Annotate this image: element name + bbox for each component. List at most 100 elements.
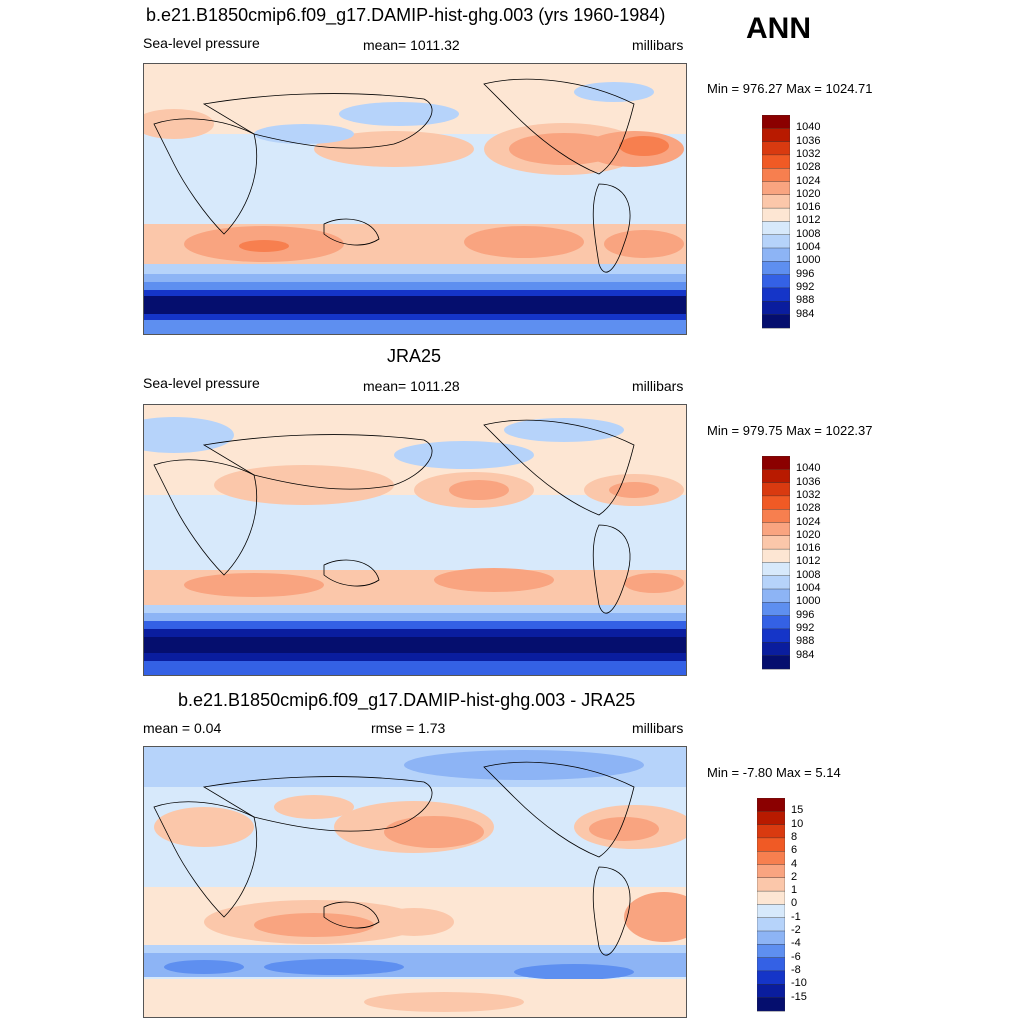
colorbar-swatch xyxy=(756,983,786,998)
panel-2-colorbar: 1040 1036 1032 1028 1024 1020 1016 1012 1008 1004… xyxy=(761,455,842,670)
colorbar-swatch xyxy=(761,247,791,262)
colorbar-swatch xyxy=(761,602,791,617)
colorbar-swatch xyxy=(761,128,791,143)
panel-3-title: b.e21.B1850cmip6.f09_g17.DAMIP-hist-ghg.… xyxy=(178,690,636,710)
panel-1-map xyxy=(143,63,687,335)
colorbar-tick-label: 1028 xyxy=(796,161,821,174)
colorbar-tick-label: 996 xyxy=(796,608,815,621)
panel-1-colorbar-swatches xyxy=(761,114,791,329)
colorbar-tick-label: 1040 xyxy=(796,121,821,134)
colorbar-tick-label: 1032 xyxy=(796,488,821,501)
colorbar-tick-label: 988 xyxy=(796,635,815,648)
colorbar-swatch xyxy=(756,824,786,839)
colorbar-tick-label: 1020 xyxy=(796,187,821,200)
colorbar-tick-label: 996 xyxy=(796,267,815,280)
colorbar-tick-label: 1004 xyxy=(796,582,821,594)
colorbar-swatch xyxy=(761,314,791,329)
colorbar-swatch xyxy=(756,851,786,866)
colorbar-swatch xyxy=(756,970,786,985)
panel-2-units-label: millibars xyxy=(632,378,684,394)
panel-3-map xyxy=(143,746,687,1018)
panel-3-mean-label: mean = 0.04 xyxy=(143,720,222,736)
panel-2-contour-map xyxy=(144,405,686,675)
colorbar-tick-label: 1 xyxy=(791,884,798,897)
colorbar-swatch xyxy=(761,655,791,670)
colorbar-tick-label: 1000 xyxy=(796,254,821,267)
colorbar-swatch xyxy=(761,194,791,209)
panel-1-minmax: Min = 976.27 Max = 1024.71 xyxy=(707,81,873,96)
colorbar-swatch xyxy=(756,864,786,879)
colorbar-swatch xyxy=(761,287,791,302)
panel-1-colorbar: 1040 1036 1032 1028 1024 1020 1016 1012 1008 1004… xyxy=(761,114,842,329)
colorbar-tick-label: 1012 xyxy=(796,214,821,227)
colorbar-swatch xyxy=(756,904,786,919)
panel-1-contour-map xyxy=(144,64,686,334)
colorbar-tick-label: 1008 xyxy=(796,568,821,581)
colorbar-tick-label: 1024 xyxy=(796,515,821,528)
panel-3-minmax: Min = -7.80 Max = 5.14 xyxy=(707,765,841,780)
colorbar-tick-label: 8 xyxy=(791,830,798,843)
colorbar-tick-label: 992 xyxy=(796,280,815,293)
colorbar-swatch xyxy=(761,207,791,222)
colorbar-tick-label: -4 xyxy=(791,937,801,950)
colorbar-swatch xyxy=(761,455,791,470)
panel-1-mean-label: mean= 1011.32 xyxy=(363,37,460,53)
colorbar-tick-label: 1016 xyxy=(796,201,821,214)
colorbar-tick-label: 6 xyxy=(791,844,798,857)
colorbar-swatch xyxy=(761,469,791,484)
colorbar-tick-label: 1020 xyxy=(796,528,821,541)
colorbar-swatch xyxy=(756,930,786,945)
colorbar-tick-label: 10 xyxy=(791,817,804,830)
colorbar-swatch xyxy=(761,482,791,497)
colorbar-swatch xyxy=(761,509,791,524)
colorbar-swatch xyxy=(756,811,786,826)
colorbar-swatch xyxy=(756,944,786,959)
panel-1-units-label: millibars xyxy=(632,37,684,53)
colorbar-swatch xyxy=(761,234,791,249)
colorbar-swatch xyxy=(761,300,791,315)
colorbar-swatch xyxy=(761,628,791,643)
colorbar-tick-label: 1016 xyxy=(796,542,821,555)
panel-2-mean-label: mean= 1011.28 xyxy=(363,378,460,394)
colorbar-tick-label: 1036 xyxy=(796,475,821,488)
colorbar-tick-label: -8 xyxy=(791,963,801,976)
season-label: ANN xyxy=(746,12,811,45)
panel-2-map xyxy=(143,404,687,676)
panel-3-units-label: millibars xyxy=(632,720,684,736)
panel-3-colorbar-swatches xyxy=(756,797,786,1012)
colorbar-tick-label: 4 xyxy=(791,857,798,870)
colorbar-tick-label: 984 xyxy=(796,307,815,320)
colorbar-tick-label: 1036 xyxy=(796,134,821,147)
panel-2-variable-label: Sea-level pressure xyxy=(143,375,260,391)
colorbar-swatch xyxy=(761,141,791,156)
colorbar-swatch xyxy=(761,274,791,289)
panel-2-colorbar-swatches xyxy=(761,455,791,670)
colorbar-tick-label: 1004 xyxy=(796,241,821,253)
panel-3-contour-map xyxy=(144,747,686,1017)
colorbar-tick-label: -1 xyxy=(791,910,801,923)
colorbar-swatch xyxy=(761,548,791,563)
colorbar-swatch xyxy=(761,562,791,577)
colorbar-swatch xyxy=(756,957,786,972)
colorbar-swatch xyxy=(756,837,786,852)
panel-3-colorbar: 15 10 8 6 4 2 1 0 -1 -2 -4 -6 -8 -10 -15 xyxy=(756,797,837,1012)
colorbar-tick-label: 1032 xyxy=(796,147,821,160)
colorbar-swatch xyxy=(761,221,791,236)
colorbar-tick-label: 1028 xyxy=(796,502,821,515)
colorbar-swatch xyxy=(761,575,791,590)
colorbar-tick-label: -6 xyxy=(791,950,801,963)
colorbar-swatch xyxy=(761,522,791,537)
colorbar-swatch xyxy=(756,890,786,905)
colorbar-tick-label: 992 xyxy=(796,621,815,634)
panel-3-rmse-label: rmse = 1.73 xyxy=(371,720,446,736)
colorbar-swatch xyxy=(761,615,791,630)
colorbar-tick-label: -10 xyxy=(791,977,807,990)
colorbar-swatch xyxy=(761,495,791,510)
colorbar-tick-label: 1008 xyxy=(796,227,821,240)
panel-1-title: b.e21.B1850cmip6.f09_g17.DAMIP-hist-ghg.… xyxy=(146,5,666,25)
colorbar-tick-label: 0 xyxy=(791,897,798,910)
colorbar-tick-label: 1000 xyxy=(796,595,821,608)
panel-2-minmax: Min = 979.75 Max = 1022.37 xyxy=(707,423,873,438)
colorbar-swatch xyxy=(756,797,786,812)
panel-1-variable-label: Sea-level pressure xyxy=(143,35,260,51)
